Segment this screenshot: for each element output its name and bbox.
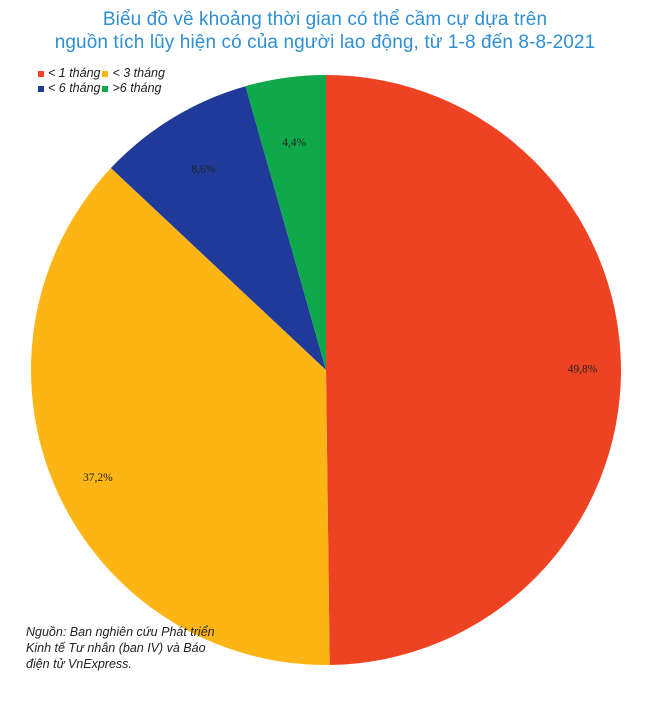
legend-swatch [38,70,44,77]
legend-item: < 3 tháng [102,66,165,81]
legend-row: < 1 tháng < 3 tháng [38,66,167,81]
source-note: Nguồn: Ban nghiên cứu Phát triển Kinh tế… [26,625,215,671]
slice-data-label: 4,4% [282,137,306,149]
pie-slice [110,86,326,370]
pie-slice [245,75,326,370]
legend-swatch [38,85,44,92]
legend: < 1 tháng < 3 tháng < 6 tháng >6 tháng [38,66,167,96]
legend-item: < 1 tháng [38,66,100,81]
legend-item: >6 tháng [102,81,162,96]
legend-label: < 3 tháng [112,66,165,80]
slice-data-label: 37,2% [83,472,113,484]
legend-label: >6 tháng [112,81,162,95]
pie-slice [31,168,330,666]
legend-label: < 1 tháng [48,66,101,80]
chart-title-line-2: nguồn tích lũy hiện có của người lao độn… [54,32,596,53]
legend-item: < 6 tháng [38,81,100,96]
slice-data-label: 8,6% [191,163,215,175]
legend-swatch [102,85,109,92]
legend-row: < 6 tháng >6 tháng [38,81,167,96]
legend-label: < 6 tháng [48,81,101,95]
slice-data-label: 49,8% [568,363,598,375]
chart-title-line-1: Biểu đồ về khoảng thời gian có thể cầm c… [102,9,548,30]
pie-slice [326,75,621,665]
chart-title: Biểu đồ về khoảng thời gian có thể cầm c… [0,8,650,54]
legend-swatch [102,70,109,77]
